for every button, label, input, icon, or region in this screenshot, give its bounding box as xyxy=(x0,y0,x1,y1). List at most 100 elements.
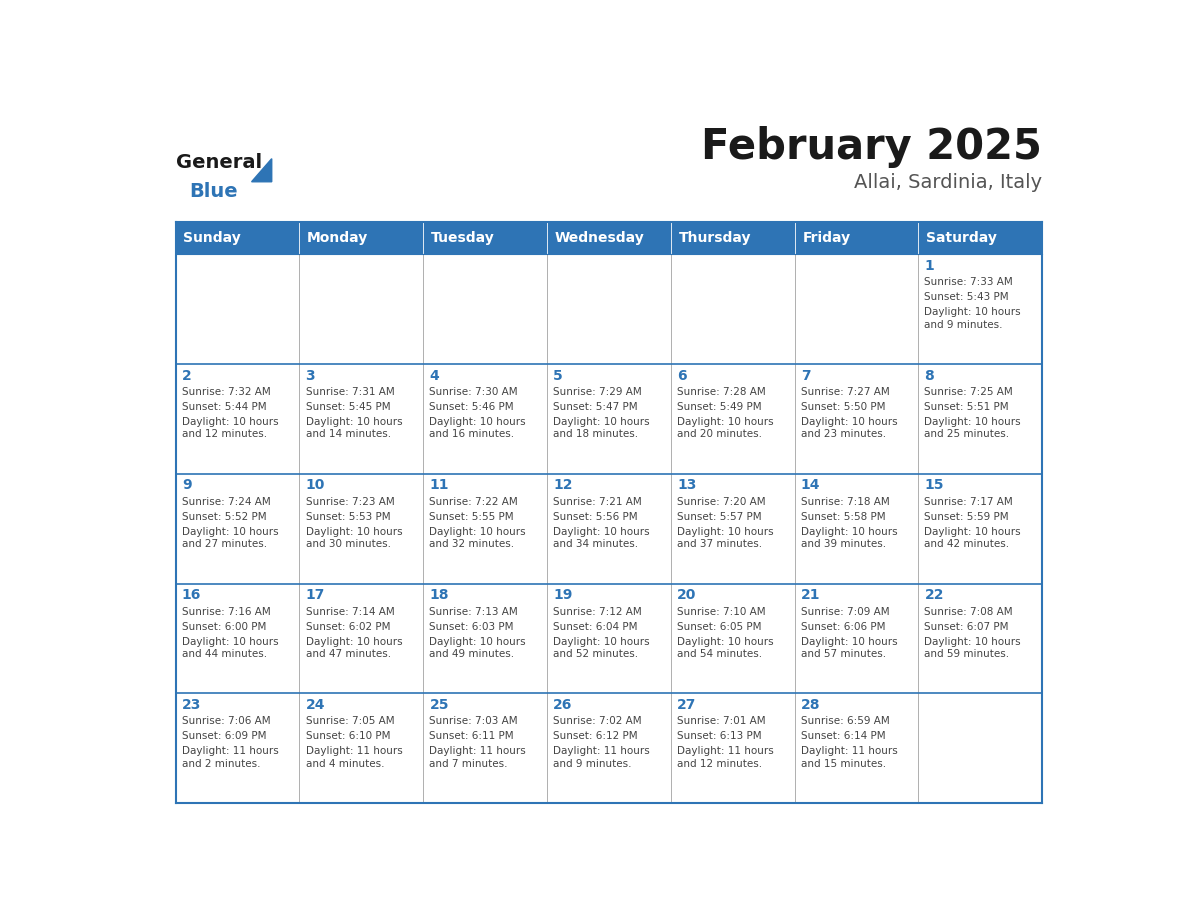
Text: Sunset: 6:02 PM: Sunset: 6:02 PM xyxy=(305,621,390,632)
Text: Sunset: 5:45 PM: Sunset: 5:45 PM xyxy=(305,402,390,412)
Text: Sunrise: 7:18 AM: Sunrise: 7:18 AM xyxy=(801,497,890,507)
Text: 16: 16 xyxy=(182,588,201,602)
Text: Daylight: 11 hours
and 12 minutes.: Daylight: 11 hours and 12 minutes. xyxy=(677,746,773,769)
Bar xyxy=(299,222,423,254)
Bar xyxy=(918,222,1042,254)
Text: 19: 19 xyxy=(554,588,573,602)
Text: Monday: Monday xyxy=(308,231,368,245)
Text: February 2025: February 2025 xyxy=(701,126,1042,168)
Text: Sunset: 5:51 PM: Sunset: 5:51 PM xyxy=(924,402,1009,412)
Text: Sunrise: 7:28 AM: Sunrise: 7:28 AM xyxy=(677,387,766,397)
Text: Daylight: 10 hours
and 32 minutes.: Daylight: 10 hours and 32 minutes. xyxy=(429,527,526,549)
Text: 5: 5 xyxy=(554,368,563,383)
Text: Daylight: 10 hours
and 57 minutes.: Daylight: 10 hours and 57 minutes. xyxy=(801,637,897,659)
Text: Sunrise: 7:33 AM: Sunrise: 7:33 AM xyxy=(924,277,1013,287)
Text: Sunrise: 7:30 AM: Sunrise: 7:30 AM xyxy=(429,387,518,397)
Text: Sunset: 5:57 PM: Sunset: 5:57 PM xyxy=(677,512,762,521)
Text: Sunrise: 7:17 AM: Sunrise: 7:17 AM xyxy=(924,497,1013,507)
Text: Sunrise: 7:14 AM: Sunrise: 7:14 AM xyxy=(305,607,394,617)
Text: Sunset: 5:52 PM: Sunset: 5:52 PM xyxy=(182,512,266,521)
Text: General: General xyxy=(176,152,261,172)
Text: Daylight: 10 hours
and 27 minutes.: Daylight: 10 hours and 27 minutes. xyxy=(182,527,278,549)
Text: Sunset: 5:56 PM: Sunset: 5:56 PM xyxy=(554,512,638,521)
Text: Daylight: 10 hours
and 47 minutes.: Daylight: 10 hours and 47 minutes. xyxy=(305,637,403,659)
Text: Sunset: 6:04 PM: Sunset: 6:04 PM xyxy=(554,621,638,632)
Text: Sunset: 6:11 PM: Sunset: 6:11 PM xyxy=(429,732,514,742)
Text: Daylight: 10 hours
and 44 minutes.: Daylight: 10 hours and 44 minutes. xyxy=(182,637,278,659)
Text: Sunrise: 7:05 AM: Sunrise: 7:05 AM xyxy=(305,716,394,726)
Text: Sunrise: 7:08 AM: Sunrise: 7:08 AM xyxy=(924,607,1013,617)
Text: Sunset: 6:12 PM: Sunset: 6:12 PM xyxy=(554,732,638,742)
Text: Thursday: Thursday xyxy=(678,231,751,245)
Text: Sunrise: 7:20 AM: Sunrise: 7:20 AM xyxy=(677,497,765,507)
Text: 2: 2 xyxy=(182,368,191,383)
Text: Sunset: 5:44 PM: Sunset: 5:44 PM xyxy=(182,402,266,412)
Text: Daylight: 10 hours
and 30 minutes.: Daylight: 10 hours and 30 minutes. xyxy=(305,527,403,549)
Text: 17: 17 xyxy=(305,588,326,602)
Text: Daylight: 10 hours
and 23 minutes.: Daylight: 10 hours and 23 minutes. xyxy=(801,417,897,440)
Text: Daylight: 11 hours
and 9 minutes.: Daylight: 11 hours and 9 minutes. xyxy=(554,746,650,769)
Text: Sunrise: 6:59 AM: Sunrise: 6:59 AM xyxy=(801,716,890,726)
Text: Daylight: 10 hours
and 9 minutes.: Daylight: 10 hours and 9 minutes. xyxy=(924,308,1022,330)
Text: Sunrise: 7:31 AM: Sunrise: 7:31 AM xyxy=(305,387,394,397)
Text: Tuesday: Tuesday xyxy=(431,231,494,245)
Text: Daylight: 10 hours
and 34 minutes.: Daylight: 10 hours and 34 minutes. xyxy=(554,527,650,549)
Text: Sunrise: 7:24 AM: Sunrise: 7:24 AM xyxy=(182,497,271,507)
Text: 18: 18 xyxy=(429,588,449,602)
Text: Daylight: 10 hours
and 49 minutes.: Daylight: 10 hours and 49 minutes. xyxy=(429,637,526,659)
Text: Sunset: 5:49 PM: Sunset: 5:49 PM xyxy=(677,402,762,412)
Text: 3: 3 xyxy=(305,368,315,383)
Text: 22: 22 xyxy=(924,588,944,602)
Text: 26: 26 xyxy=(554,698,573,712)
Text: Daylight: 10 hours
and 42 minutes.: Daylight: 10 hours and 42 minutes. xyxy=(924,527,1022,549)
Text: Sunrise: 7:21 AM: Sunrise: 7:21 AM xyxy=(554,497,642,507)
Text: Daylight: 10 hours
and 39 minutes.: Daylight: 10 hours and 39 minutes. xyxy=(801,527,897,549)
Text: 11: 11 xyxy=(429,478,449,492)
Text: Sunset: 6:10 PM: Sunset: 6:10 PM xyxy=(305,732,390,742)
Text: Sunset: 6:05 PM: Sunset: 6:05 PM xyxy=(677,621,762,632)
Text: Sunset: 6:03 PM: Sunset: 6:03 PM xyxy=(429,621,514,632)
Text: Sunset: 5:50 PM: Sunset: 5:50 PM xyxy=(801,402,885,412)
Text: Sunrise: 7:16 AM: Sunrise: 7:16 AM xyxy=(182,607,271,617)
Text: Daylight: 10 hours
and 52 minutes.: Daylight: 10 hours and 52 minutes. xyxy=(554,637,650,659)
Text: Blue: Blue xyxy=(190,182,239,201)
Text: Sunrise: 7:01 AM: Sunrise: 7:01 AM xyxy=(677,716,765,726)
Polygon shape xyxy=(252,159,272,182)
Text: Daylight: 11 hours
and 4 minutes.: Daylight: 11 hours and 4 minutes. xyxy=(305,746,403,769)
Text: 12: 12 xyxy=(554,478,573,492)
Text: Sunset: 6:06 PM: Sunset: 6:06 PM xyxy=(801,621,885,632)
Text: Sunset: 5:55 PM: Sunset: 5:55 PM xyxy=(429,512,514,521)
Bar xyxy=(671,222,795,254)
Text: Daylight: 10 hours
and 25 minutes.: Daylight: 10 hours and 25 minutes. xyxy=(924,417,1022,440)
Text: Sunrise: 7:02 AM: Sunrise: 7:02 AM xyxy=(554,716,642,726)
Text: Sunrise: 7:32 AM: Sunrise: 7:32 AM xyxy=(182,387,271,397)
Text: 13: 13 xyxy=(677,478,696,492)
Text: Daylight: 10 hours
and 12 minutes.: Daylight: 10 hours and 12 minutes. xyxy=(182,417,278,440)
Text: Daylight: 10 hours
and 14 minutes.: Daylight: 10 hours and 14 minutes. xyxy=(305,417,403,440)
Text: 1: 1 xyxy=(924,259,934,273)
Bar xyxy=(546,222,671,254)
Text: Sunrise: 7:23 AM: Sunrise: 7:23 AM xyxy=(305,497,394,507)
Text: Sunset: 5:43 PM: Sunset: 5:43 PM xyxy=(924,292,1009,302)
Text: Daylight: 11 hours
and 15 minutes.: Daylight: 11 hours and 15 minutes. xyxy=(801,746,897,769)
Bar xyxy=(176,222,299,254)
Text: Sunset: 6:09 PM: Sunset: 6:09 PM xyxy=(182,732,266,742)
Text: Sunrise: 7:29 AM: Sunrise: 7:29 AM xyxy=(554,387,642,397)
Text: Saturday: Saturday xyxy=(927,231,997,245)
Text: Sunrise: 7:10 AM: Sunrise: 7:10 AM xyxy=(677,607,765,617)
Text: 7: 7 xyxy=(801,368,810,383)
Text: 6: 6 xyxy=(677,368,687,383)
Text: Sunrise: 7:27 AM: Sunrise: 7:27 AM xyxy=(801,387,890,397)
Text: Sunset: 6:13 PM: Sunset: 6:13 PM xyxy=(677,732,762,742)
Text: 15: 15 xyxy=(924,478,944,492)
Text: Sunrise: 7:09 AM: Sunrise: 7:09 AM xyxy=(801,607,890,617)
Bar xyxy=(795,222,918,254)
Text: 20: 20 xyxy=(677,588,696,602)
Text: Wednesday: Wednesday xyxy=(555,231,644,245)
Text: Sunset: 5:46 PM: Sunset: 5:46 PM xyxy=(429,402,514,412)
Text: 14: 14 xyxy=(801,478,820,492)
Text: Friday: Friday xyxy=(802,231,851,245)
Text: Sunrise: 7:25 AM: Sunrise: 7:25 AM xyxy=(924,387,1013,397)
Text: Daylight: 10 hours
and 20 minutes.: Daylight: 10 hours and 20 minutes. xyxy=(677,417,773,440)
Text: Sunset: 5:58 PM: Sunset: 5:58 PM xyxy=(801,512,885,521)
